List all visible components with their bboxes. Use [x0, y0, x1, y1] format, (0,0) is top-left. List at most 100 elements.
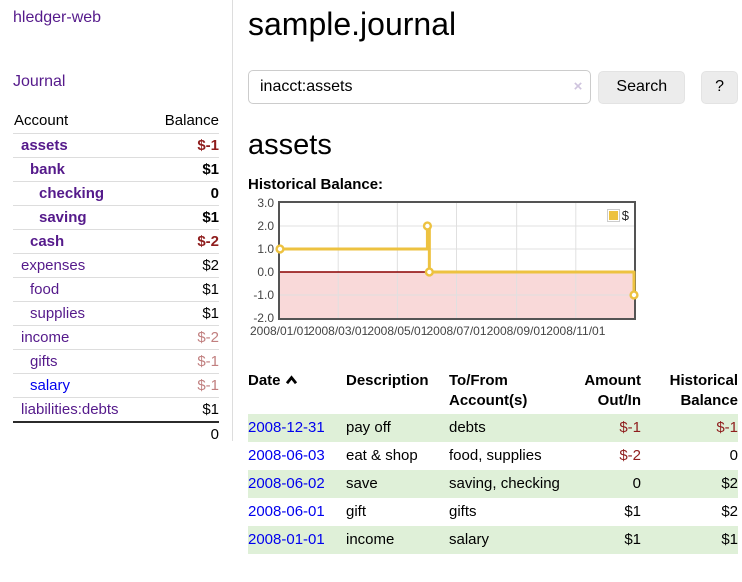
register-table: Date Description To/From Account(s) Amou…: [248, 368, 738, 554]
page-title: sample.journal: [248, 6, 457, 42]
register-row: 2008-06-02 save saving, checking 0 $2: [248, 470, 738, 498]
account-name-cell: liabilities:debts: [13, 398, 148, 423]
account-row: salary $-1: [13, 373, 219, 398]
sidebar-account-link[interactable]: expenses: [21, 257, 86, 274]
account-row: gifts $-1: [13, 349, 219, 374]
accounts-total-value: 0: [210, 426, 219, 443]
sidebar-account-link[interactable]: income: [21, 329, 70, 346]
register-header-amount: Amount Out/In: [584, 372, 641, 409]
accounts-table: Account Balance assets $-1 bank $1 checking 0…: [13, 109, 219, 447]
chart-title: Historical Balance:: [248, 176, 384, 193]
legend-color-swatch: [606, 209, 620, 222]
register-balance-cell: $-1: [716, 419, 738, 436]
account-row: assets $-1: [13, 133, 219, 158]
register-balance-cell: $1: [721, 531, 738, 548]
register-amount-cell: $-1: [619, 419, 641, 436]
register-date-cell: 2008-06-02: [248, 470, 346, 498]
accounts-header-balance: Balance: [164, 112, 219, 129]
y-tick-label: 1.0: [257, 242, 274, 256]
account-row: expenses $2: [13, 253, 219, 278]
register-accounts-cell: food, supplies: [449, 447, 542, 464]
register-header-date[interactable]: Date: [248, 368, 346, 414]
clear-search-icon[interactable]: ×: [573, 78, 583, 95]
transaction-date-link[interactable]: 2008-06-02: [248, 475, 325, 492]
register-header-balance: Historical Balance: [669, 372, 738, 409]
x-tick-label: 2008/09/01: [486, 324, 547, 338]
account-name-cell: salary: [13, 374, 148, 398]
search-form: × Search ?: [248, 70, 738, 104]
register-accounts-cell: salary: [449, 531, 490, 548]
x-tick-label: 2008/07/01: [426, 324, 487, 338]
account-row: liabilities:debts $1: [13, 397, 219, 423]
historical-balance-chart: $ 3.0 2.0 1.0 0.0 -1.0 -2.0 2008/01/01 2008/03…: [248, 196, 738, 342]
y-tick-label: -1.0: [253, 288, 274, 302]
sort-ascending-icon: [285, 371, 298, 391]
accounts-table-header-row: Account Balance: [13, 109, 219, 134]
account-balance: $-1: [197, 377, 219, 394]
sidebar-account-link[interactable]: salary: [30, 377, 71, 394]
register-description-cell: income: [346, 531, 395, 548]
account-name-cell: assets: [13, 134, 148, 158]
x-tick-label: 2008/05/01: [367, 324, 428, 338]
register-description-cell: eat & shop: [346, 447, 418, 464]
register-date-cell: 2008-06-03: [248, 442, 346, 470]
sidebar-account-link[interactable]: bank: [30, 161, 66, 178]
sidebar-item-journal[interactable]: Journal: [13, 73, 66, 90]
account-name-cell: income: [13, 326, 148, 350]
account-balance: $1: [202, 281, 219, 298]
y-tick-label: -2.0: [253, 311, 274, 325]
y-tick-label: 3.0: [257, 196, 274, 210]
app-title-link[interactable]: hledger-web: [13, 9, 102, 26]
main-content: sample.journal × Search ? assets Histori…: [248, 0, 738, 554]
register-amount-cell: $-2: [619, 447, 641, 464]
sidebar-account-link[interactable]: food: [30, 281, 60, 298]
register-amount-cell: 0: [632, 475, 641, 492]
y-tick-label: 2.0: [257, 219, 274, 233]
chart-canvas: [275, 203, 639, 318]
register-date-cell: 2008-01-01: [248, 526, 346, 554]
register-date-cell: 2008-12-31: [248, 414, 346, 442]
register-date-cell: 2008-06-01: [248, 498, 346, 526]
sidebar-account-link[interactable]: gifts: [30, 353, 58, 370]
register-description-cell: save: [346, 475, 378, 492]
sidebar-account-link[interactable]: cash: [30, 233, 65, 250]
spacer: [13, 422, 148, 447]
x-tick-label: 2008/01/01: [249, 324, 311, 338]
account-balance: $1: [202, 401, 219, 418]
transaction-date-link[interactable]: 2008-12-31: [248, 419, 325, 436]
register-row: 2008-01-01 income salary $1 $1: [248, 526, 738, 554]
account-balance: $2: [202, 257, 219, 274]
transaction-date-link[interactable]: 2008-06-03: [248, 447, 325, 464]
search-button[interactable]: Search: [598, 70, 686, 104]
y-tick-label: 0.0: [257, 265, 274, 279]
account-name-cell: bank: [13, 158, 148, 182]
sidebar-account-link[interactable]: checking: [39, 185, 105, 202]
transaction-date-link[interactable]: 2008-01-01: [248, 531, 325, 548]
transaction-date-link[interactable]: 2008-06-01: [248, 503, 325, 520]
search-input[interactable]: [248, 70, 592, 104]
account-name-cell: checking: [13, 182, 148, 206]
register-header-description: Description: [346, 372, 429, 389]
account-name-cell: food: [13, 278, 148, 302]
register-accounts-cell: gifts: [449, 503, 477, 520]
sidebar-account-link[interactable]: liabilities:debts: [21, 401, 119, 418]
account-row: cash $-2: [13, 229, 219, 254]
register-balance-cell: 0: [729, 447, 738, 464]
account-balance: $-2: [197, 233, 219, 250]
account-balance: $1: [202, 209, 219, 226]
register-header-row: Date Description To/From Account(s) Amou…: [248, 368, 738, 414]
accounts-header-account: Account: [14, 112, 69, 129]
sidebar-account-link[interactable]: saving: [39, 209, 87, 226]
help-button[interactable]: ?: [701, 70, 738, 104]
account-balance: $-1: [197, 137, 219, 154]
register-balance-cell: $2: [721, 475, 738, 492]
account-row: supplies $1: [13, 301, 219, 326]
sidebar-account-link[interactable]: supplies: [30, 305, 86, 322]
chart-legend: $: [606, 208, 629, 223]
sidebar-account-link[interactable]: assets: [21, 137, 68, 154]
sidebar: hledger-web Journal Account Balance asse…: [0, 0, 233, 443]
account-balance: 0: [210, 185, 219, 202]
chart-plot-area[interactable]: $: [275, 201, 639, 320]
register-amount-cell: $1: [624, 503, 641, 520]
account-name-cell: supplies: [13, 302, 148, 326]
